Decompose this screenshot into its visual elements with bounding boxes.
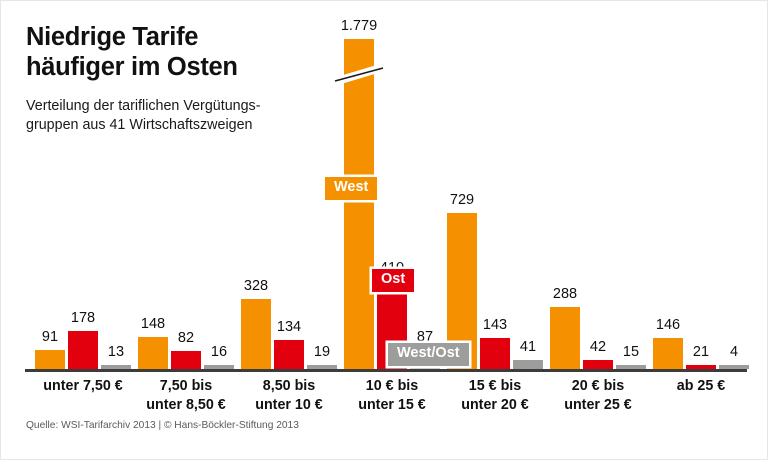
bar-chart-plot-area: 91 178 13 148 82 16 328 134 19 1.779 410 87 729 143 41…	[25, 17, 749, 372]
bar-value-label: 143	[482, 316, 508, 333]
bar-value-label: 41	[519, 338, 537, 355]
bar-value-label: 1.779	[340, 17, 378, 34]
bar-group: 148 82 16	[138, 19, 234, 369]
category-label: 7,50 bis unter 8,50 €	[146, 378, 226, 413]
category-label: 10 € bis unter 15 €	[358, 378, 426, 413]
bar-value-label: 21	[692, 343, 710, 360]
bar-value-label: 134	[276, 318, 302, 335]
bar-ost[interactable]	[171, 351, 201, 369]
title-block: Niedrige Tarife häufiger im Osten Vertei…	[26, 23, 356, 136]
bar-west[interactable]	[138, 337, 168, 369]
bar-west[interactable]	[241, 299, 271, 369]
legend-tag-west[interactable]: West	[325, 177, 378, 200]
bar-group: 91 178 13	[35, 19, 131, 369]
bar-value-label: 19	[313, 343, 331, 360]
bar-value-label: 15	[622, 343, 640, 360]
bar-west[interactable]	[653, 338, 683, 369]
source-note: Quelle: WSI-Tarifarchiv 2013 | © Hans-Bö…	[26, 420, 299, 431]
bar-both[interactable]	[204, 365, 234, 369]
bar-both[interactable]	[616, 365, 646, 369]
bar-group: 729 143 41	[447, 19, 543, 369]
bar-west[interactable]	[35, 350, 65, 369]
x-axis-line	[25, 369, 747, 372]
bar-value-label: 13	[107, 343, 125, 360]
bar-value-label: 42	[589, 338, 607, 355]
bar-group: 328 134 19	[241, 19, 337, 369]
bar-west[interactable]	[344, 39, 374, 369]
category-label: 8,50 bis unter 10 €	[255, 378, 323, 413]
bar-both[interactable]	[307, 365, 337, 369]
bar-group: 288 42 15	[550, 19, 646, 369]
bar-value-label: 328	[243, 277, 269, 294]
bar-ost[interactable]	[274, 340, 304, 369]
legend-tag-west-ost[interactable]: West/Ost	[388, 343, 469, 366]
bar-west[interactable]	[550, 307, 580, 369]
bar-value-label: 82	[177, 329, 195, 346]
bar-ost[interactable]	[68, 331, 98, 369]
bar-value-label: 729	[449, 191, 475, 208]
bar-group: 146 21 4	[653, 19, 749, 369]
bar-both[interactable]	[513, 360, 543, 369]
bar-ost[interactable]	[480, 338, 510, 369]
bar-value-label: 87	[416, 328, 434, 345]
bar-ost[interactable]	[583, 360, 613, 369]
category-label: ab 25 €	[676, 378, 726, 394]
bar-ost[interactable]	[686, 365, 716, 369]
page-subtitle: Verteilung der tariflichen Vergütungs- g…	[26, 97, 261, 134]
bar-value-label: 91	[41, 328, 59, 345]
bar-both[interactable]	[719, 365, 749, 369]
bar-value-label: 178	[70, 309, 96, 326]
bar-value-label: 148	[140, 315, 166, 332]
bar-value-label: 146	[655, 316, 681, 333]
category-label: 20 € bis unter 25 €	[564, 378, 632, 413]
bar-value-label: 288	[552, 285, 578, 302]
bar-both[interactable]	[101, 365, 131, 369]
bar-value-label: 4	[729, 343, 739, 360]
page-title: Niedrige Tarife häufiger im Osten	[26, 23, 238, 81]
bar-value-label: 16	[210, 343, 228, 360]
category-label: 15 € bis unter 20 €	[461, 378, 529, 413]
category-label: unter 7,50 €	[43, 378, 123, 394]
legend-tag-ost[interactable]: Ost	[372, 269, 415, 292]
